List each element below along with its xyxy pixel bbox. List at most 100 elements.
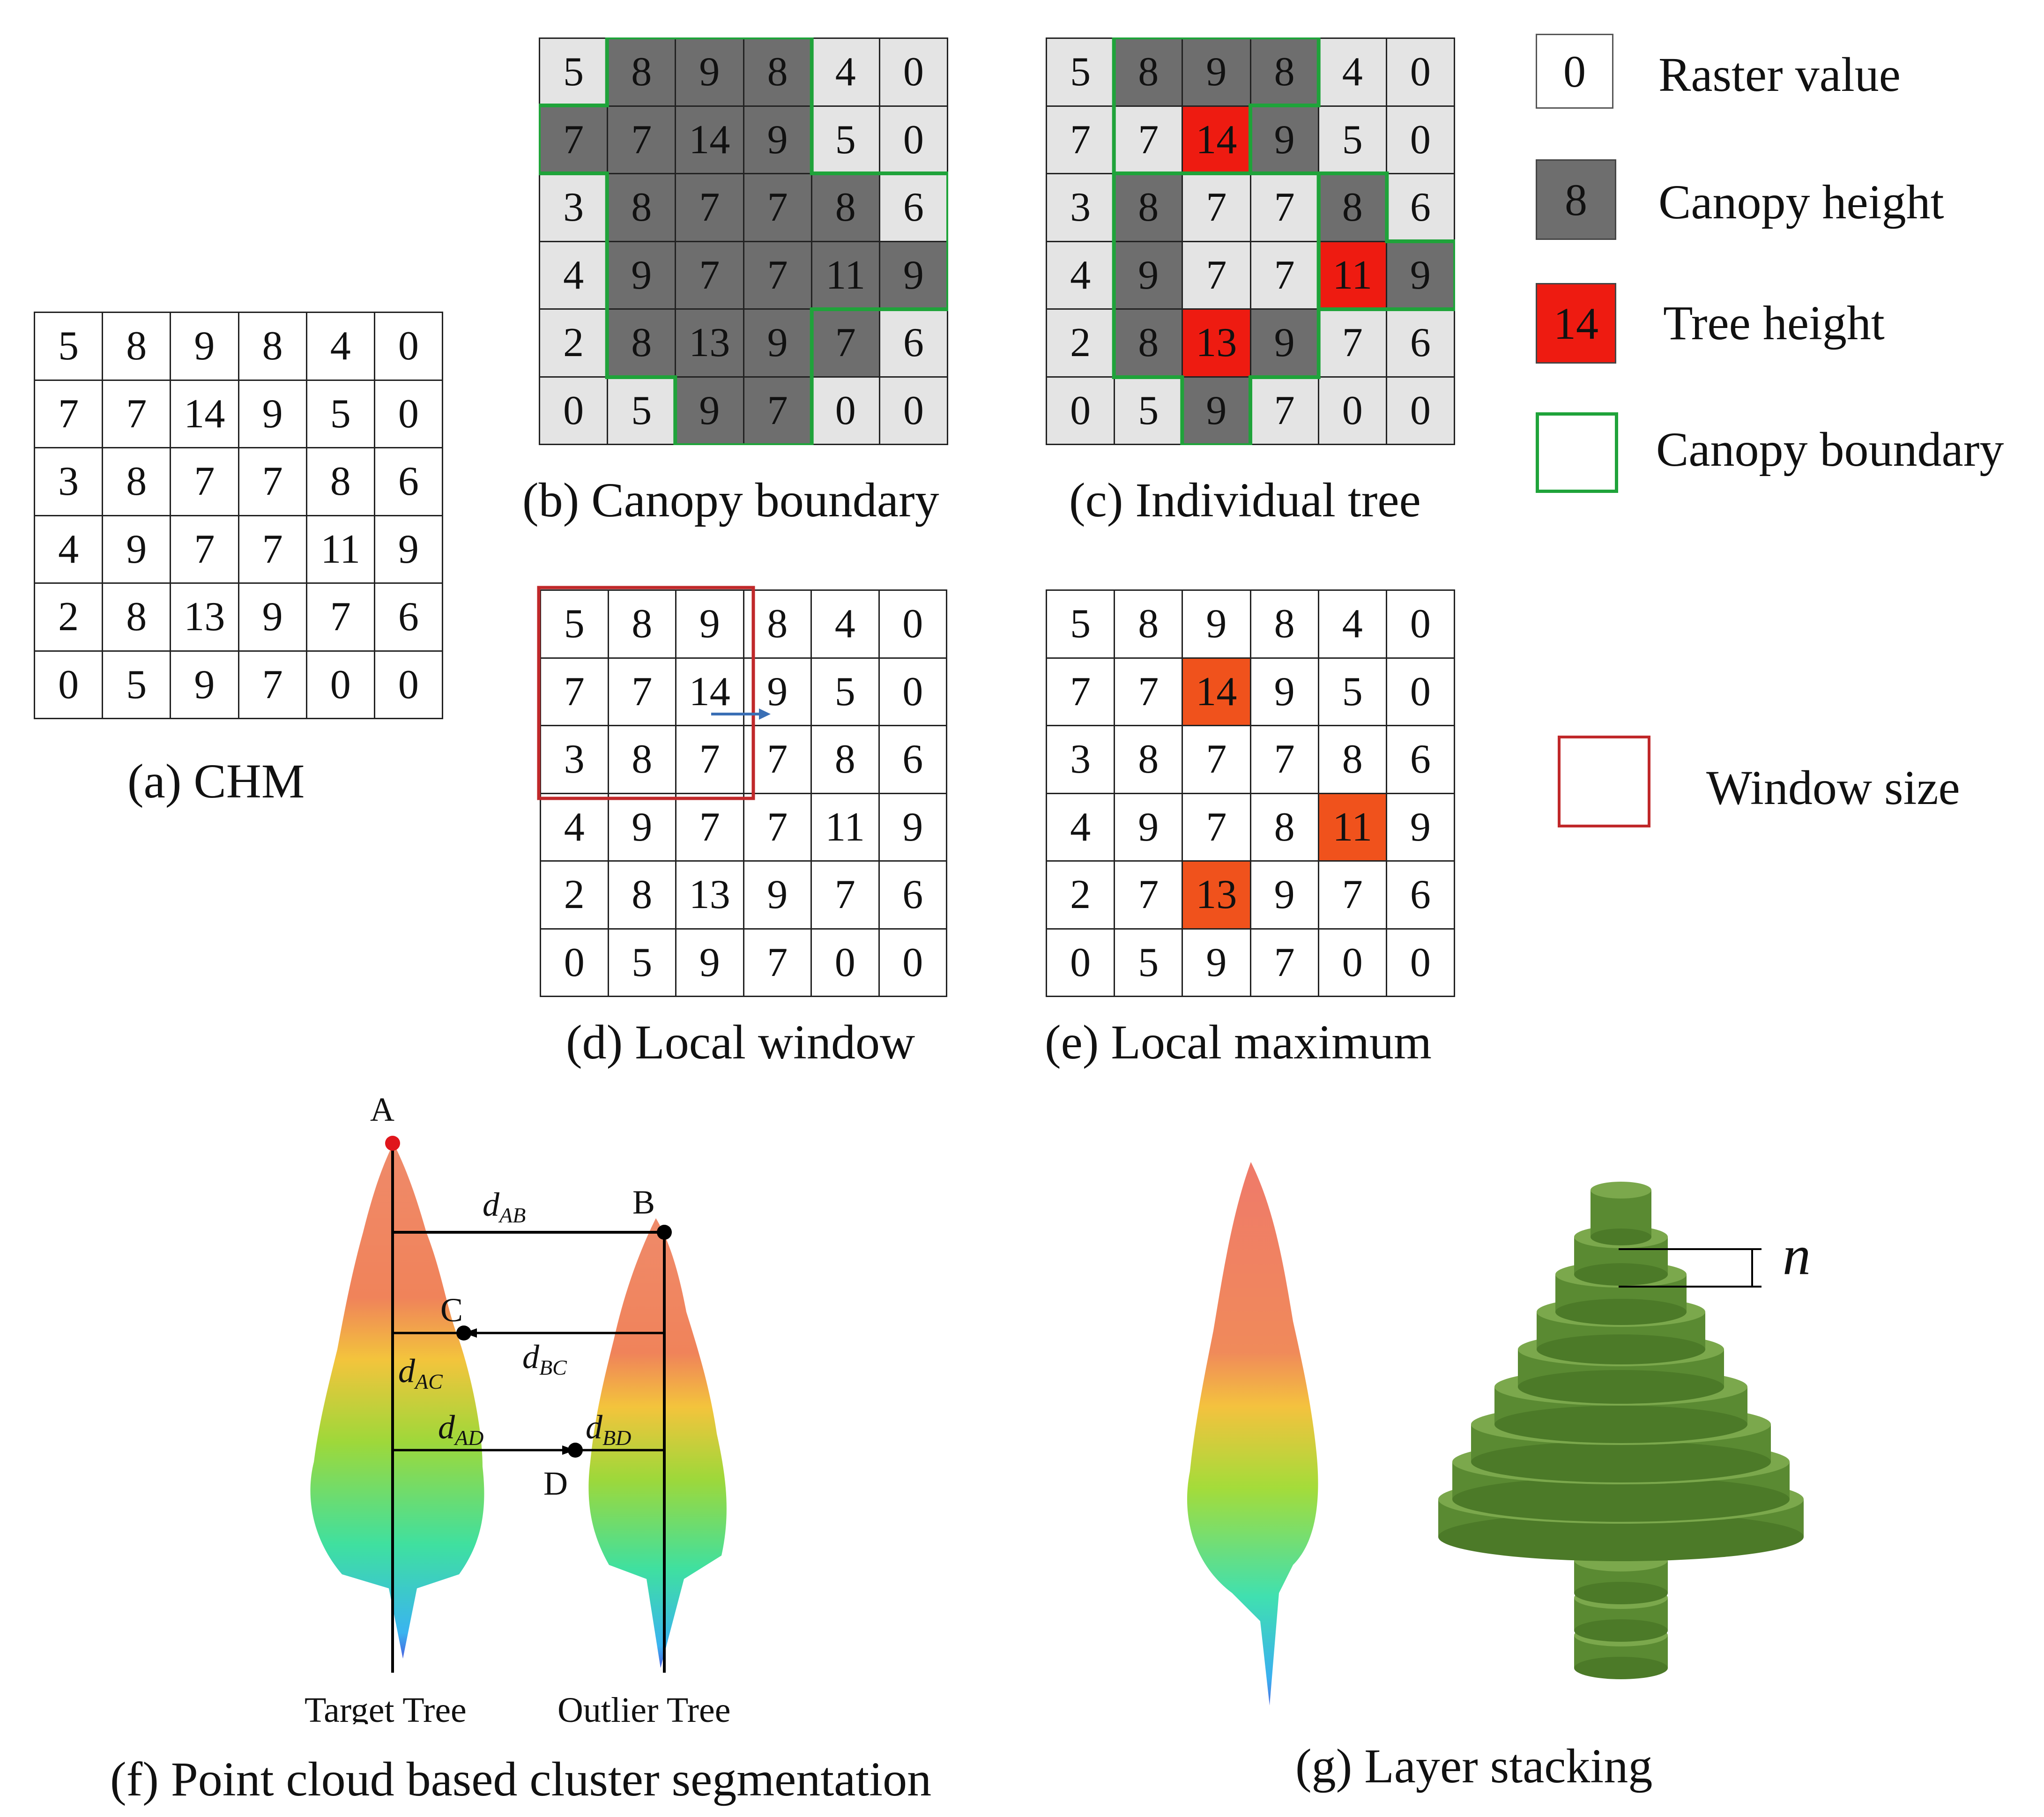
label-a: A xyxy=(370,1091,394,1128)
grid-cell: 0 xyxy=(375,380,443,448)
grid-cell: 3 xyxy=(35,448,104,516)
grid-cell: 9 xyxy=(608,242,676,310)
grid-cell: 7 xyxy=(608,106,676,174)
layer-stacking xyxy=(1187,1162,1804,1705)
grid-cell: 6 xyxy=(879,726,947,794)
grid-cell: 7 xyxy=(1251,174,1319,242)
legend-raster-sample: 0 xyxy=(1536,34,1613,109)
grid-cell: 9 xyxy=(676,377,744,445)
grid-cell: 7 xyxy=(1183,794,1251,862)
grid-cell: 7 xyxy=(1251,242,1319,310)
point-a xyxy=(385,1136,400,1151)
grid-cell: 7 xyxy=(1183,726,1251,794)
moving-window-rect xyxy=(537,586,755,800)
grid-cell: 2 xyxy=(35,584,104,652)
grid-cell: 6 xyxy=(1387,174,1455,242)
grid-cell: 0 xyxy=(1319,377,1387,445)
grid-cell: 8 xyxy=(1115,591,1183,659)
tree-outline-14 xyxy=(1112,37,1321,175)
grid-cell: 4 xyxy=(1319,591,1387,659)
grid-cell: 2 xyxy=(540,310,609,378)
grid-cell: 8 xyxy=(1115,726,1183,794)
tree-outline-13 xyxy=(1112,171,1321,445)
grid-cell: 7 xyxy=(676,242,744,310)
grid-cell: 4 xyxy=(1319,39,1387,107)
grid-cell: 6 xyxy=(1387,310,1455,378)
legend-raster-label: Raster value xyxy=(1658,48,1901,102)
legend-window-sample xyxy=(1558,736,1650,827)
grid-cell: 8 xyxy=(812,174,880,242)
grid-cell: 7 xyxy=(1115,106,1183,174)
target-tree-label: Target Tree xyxy=(305,1690,467,1724)
grid-cell: 9 xyxy=(375,516,443,584)
grid-cell: 0 xyxy=(375,313,443,381)
caption-f: (f) Point cloud based cluster segmentati… xyxy=(110,1752,932,1806)
grid-cell: 7 xyxy=(1319,310,1387,378)
grid-cell: 9 xyxy=(103,516,171,584)
grid-cell: 9 xyxy=(744,658,812,726)
grid-cell: 3 xyxy=(1047,174,1115,242)
grid-cell: 4 xyxy=(540,242,609,310)
grid-cell: 0 xyxy=(1387,377,1455,445)
grid-cell: 0 xyxy=(1387,929,1455,997)
grid-cell: 9 xyxy=(1251,658,1319,726)
grid-cell: 9 xyxy=(1183,377,1251,445)
layer-cylinders xyxy=(1438,1182,1804,1679)
grid-cell: 8 xyxy=(608,174,676,242)
grid-cell: 9 xyxy=(239,584,307,652)
grid-cell: 0 xyxy=(879,658,947,726)
grid-cell: 14 xyxy=(1183,106,1251,174)
grid-cell: 0 xyxy=(1387,39,1455,107)
grid-cell: 7 xyxy=(744,929,812,997)
grid-cell: 8 xyxy=(609,726,676,794)
grid-cell: 9 xyxy=(1183,591,1251,659)
grid-cell: 9 xyxy=(676,929,744,997)
grid-cell: 13 xyxy=(676,862,744,930)
target-tree-silhouette xyxy=(310,1143,484,1659)
label-c: C xyxy=(440,1291,463,1329)
grid-cell: 5 xyxy=(103,651,171,719)
grid-cell: 7 xyxy=(103,380,171,448)
grid-cell: 9 xyxy=(880,242,948,310)
individual-tree-grid: 5 8 9 8 4 0 7 7 14 9 5 0 3 8 7 7 8 6 4 9 7 7 11 9 2 8 13 9 7 6 0 5 9 7 0 0 xyxy=(1046,37,1455,445)
grid-cell: 9 xyxy=(1183,929,1251,997)
grid-cell: 7 xyxy=(1047,106,1115,174)
grid-cell: 9 xyxy=(239,380,307,448)
grid-cell: 7 xyxy=(744,794,812,862)
grid-cell: 11 xyxy=(1319,794,1387,862)
grid-cell: 7 xyxy=(1251,726,1319,794)
label-dbc: dBC xyxy=(522,1338,567,1379)
canopy-boundary-grid: 5 8 9 8 4 0 7 7 14 9 5 0 3 8 7 7 8 6 4 9 7 7 11 9 2 8 13 9 7 6 0 5 9 7 0 0 xyxy=(539,37,948,445)
grid-cell: 13 xyxy=(1183,862,1251,930)
grid-cell: 6 xyxy=(879,862,947,930)
grid-cell: 0 xyxy=(540,377,609,445)
grid-cell: 4 xyxy=(1047,242,1115,310)
grid-cell: 0 xyxy=(880,39,948,107)
caption-a: (a) CHM xyxy=(127,754,305,808)
grid-cell: 7 xyxy=(744,726,812,794)
grid-cell: 11 xyxy=(812,242,880,310)
legend-boundary-label: Canopy boundary xyxy=(1656,423,2004,477)
label-dab: dAB xyxy=(483,1186,526,1227)
point-c xyxy=(456,1326,471,1340)
label-d: D xyxy=(543,1465,568,1502)
grid-cell: 0 xyxy=(812,377,880,445)
grid-cell: 7 xyxy=(171,516,239,584)
grid-cell: 7 xyxy=(812,310,880,378)
caption-c: (c) Individual tree xyxy=(1069,473,1421,527)
grid-cell: 7 xyxy=(1251,377,1319,445)
local-maximum-grid: 5 8 9 8 4 0 7 7 14 9 5 0 3 8 7 7 8 6 4 9 7 8 11 9 2 7 13 9 7 6 0 5 9 7 0 0 xyxy=(1046,589,1455,997)
grid-cell: 8 xyxy=(103,448,171,516)
caption-d: (d) Local window xyxy=(566,1015,915,1069)
stacking-tree-silhouette xyxy=(1187,1162,1318,1705)
grid-cell: 5 xyxy=(812,106,880,174)
grid-cell: 5 xyxy=(608,377,676,445)
grid-cell: 0 xyxy=(880,106,948,174)
grid-cell: 8 xyxy=(1115,174,1183,242)
grid-cell: 8 xyxy=(1251,591,1319,659)
grid-cell: 13 xyxy=(676,310,744,378)
point-d xyxy=(568,1443,583,1458)
grid-cell: 9 xyxy=(1115,794,1183,862)
grid-cell: 0 xyxy=(375,651,443,719)
grid-cell: 7 xyxy=(676,726,744,794)
